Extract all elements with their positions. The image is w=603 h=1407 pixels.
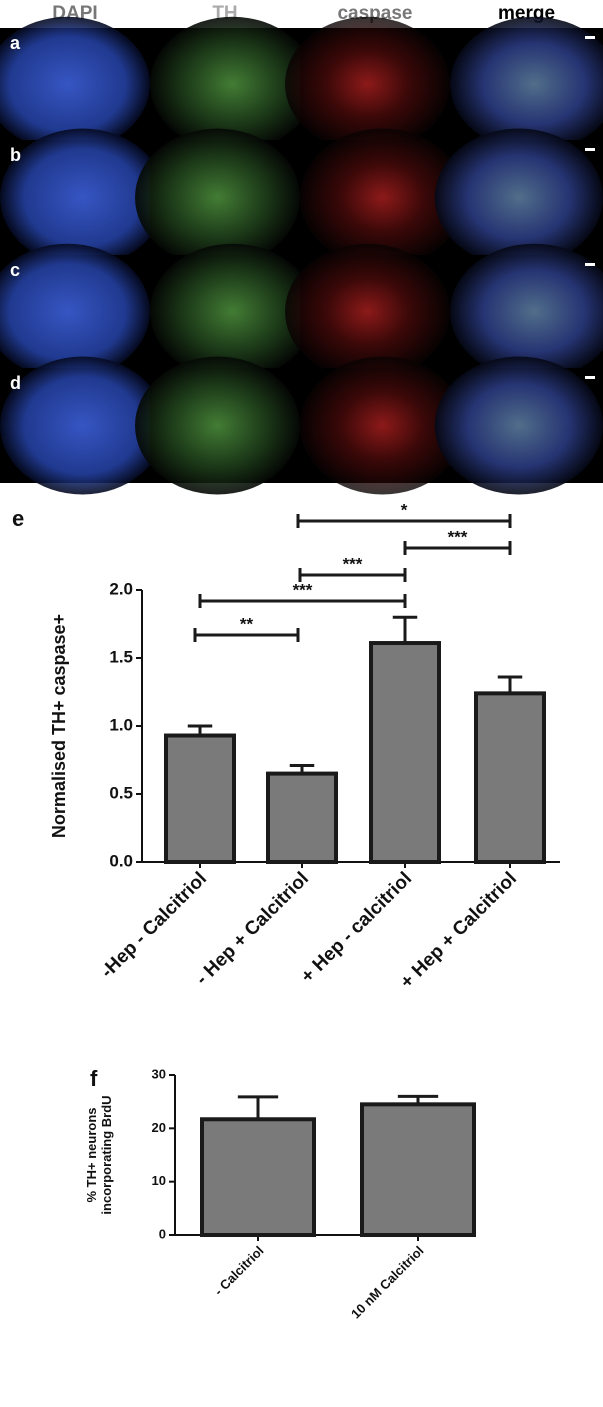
significance-label: *** [448,527,468,546]
y-axis-label: incorporating BrdU [99,1095,114,1214]
y-axis-label: Normalised TH+ caspase+ [49,614,69,838]
bar [200,1117,316,1238]
micrograph-signal [285,243,450,380]
micrograph-signal [0,243,150,380]
micrograph-signal [285,16,450,152]
scale-bar [585,36,595,39]
scale-bar [585,148,595,151]
micrograph-signal [450,243,603,380]
micrograph-signal [150,243,315,380]
scale-bar [585,263,595,266]
micrograph-signal [0,16,150,152]
y-tick-label: 0.5 [109,783,133,802]
x-tick-label: - Calcitriol [211,1243,267,1299]
x-tick-label: -Hep - Calcitriol [97,868,211,982]
x-tick-label: + Hep + Calcitriol [396,868,521,993]
x-tick-label: 10 nM Calcitriol [348,1243,427,1322]
bar [266,771,338,864]
bar [164,733,236,865]
micrograph-signal [434,356,603,495]
bar [369,641,441,864]
y-tick-label: 20 [152,1120,166,1135]
bar [360,1102,476,1238]
panel-label: f [90,1066,98,1091]
micrograph-signal [0,356,165,495]
significance-label: *** [343,554,363,573]
y-tick-label: 30 [152,1066,166,1081]
significance-label: *** [293,580,313,599]
micrograph-signal [135,128,300,267]
micrograph-signal [150,16,315,152]
scale-bar [585,376,595,379]
micrograph-signal [300,128,465,267]
panel-label: e [12,506,24,531]
y-tick-label: 2.0 [109,579,133,598]
x-tick-label: - Hep + Calcitriol [192,868,313,989]
row-label: c [10,260,20,280]
micrograph-signal [434,128,603,267]
y-axis-label: % TH+ neurons [84,1108,99,1203]
y-tick-label: 0.0 [109,851,133,870]
x-tick-label: + Hep - calcitriol [297,868,416,987]
y-tick-label: 0 [159,1226,166,1241]
y-tick-label: 10 [152,1173,166,1188]
significance-label: * [401,500,408,519]
y-tick-label: 1.5 [109,647,133,666]
y-tick-label: 1.0 [109,715,133,734]
row-label: d [10,373,21,393]
row-label: a [10,33,21,53]
micrograph-signal [0,128,165,267]
micrograph-signal [135,356,300,495]
micrograph-signal [450,16,603,152]
significance-label: ** [240,614,254,633]
bar [474,691,546,864]
micrograph-signal [300,356,465,495]
row-label: b [10,145,21,165]
